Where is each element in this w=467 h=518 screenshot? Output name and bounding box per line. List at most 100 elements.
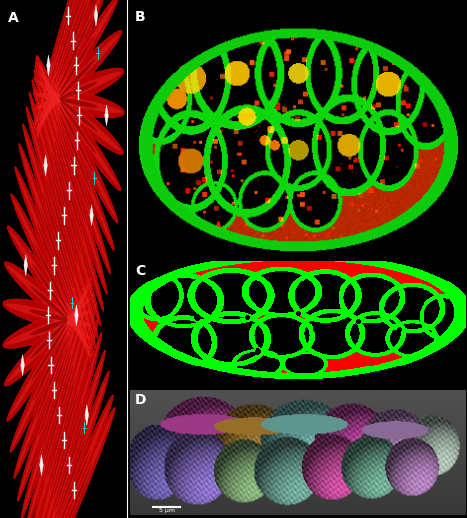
Ellipse shape <box>36 57 118 223</box>
Ellipse shape <box>29 92 98 339</box>
Ellipse shape <box>35 357 104 518</box>
Text: B: B <box>135 10 146 24</box>
Ellipse shape <box>57 130 86 226</box>
Ellipse shape <box>36 0 116 131</box>
Ellipse shape <box>7 226 93 355</box>
Polygon shape <box>47 55 50 76</box>
Ellipse shape <box>59 36 94 95</box>
Ellipse shape <box>34 371 109 518</box>
Ellipse shape <box>7 298 91 383</box>
Ellipse shape <box>38 63 116 218</box>
Ellipse shape <box>54 140 84 241</box>
Ellipse shape <box>42 354 71 452</box>
Ellipse shape <box>11 194 92 362</box>
Ellipse shape <box>54 417 85 513</box>
Ellipse shape <box>22 124 94 357</box>
Ellipse shape <box>31 99 96 332</box>
Ellipse shape <box>36 55 114 251</box>
Ellipse shape <box>34 0 107 140</box>
Ellipse shape <box>50 164 78 267</box>
Ellipse shape <box>16 282 88 473</box>
Ellipse shape <box>35 93 122 113</box>
Ellipse shape <box>46 177 76 278</box>
Polygon shape <box>85 405 89 425</box>
Ellipse shape <box>28 113 94 342</box>
Polygon shape <box>90 205 93 226</box>
Ellipse shape <box>44 364 73 466</box>
Ellipse shape <box>37 0 113 136</box>
Ellipse shape <box>29 310 67 321</box>
Text: C: C <box>135 264 145 278</box>
Ellipse shape <box>34 87 99 319</box>
Ellipse shape <box>34 339 100 518</box>
Ellipse shape <box>58 17 92 90</box>
Ellipse shape <box>52 402 81 502</box>
Ellipse shape <box>36 0 109 136</box>
Text: D: D <box>135 393 146 407</box>
Ellipse shape <box>29 320 67 335</box>
Ellipse shape <box>33 68 124 113</box>
Ellipse shape <box>19 285 89 495</box>
Ellipse shape <box>35 395 113 518</box>
Ellipse shape <box>23 292 90 514</box>
Ellipse shape <box>34 76 123 154</box>
Ellipse shape <box>34 69 104 311</box>
Ellipse shape <box>4 294 93 386</box>
Ellipse shape <box>12 283 89 447</box>
Ellipse shape <box>33 0 104 134</box>
Ellipse shape <box>34 0 119 136</box>
Ellipse shape <box>33 350 106 518</box>
Ellipse shape <box>36 407 115 518</box>
Ellipse shape <box>35 62 107 294</box>
Ellipse shape <box>36 0 105 133</box>
Ellipse shape <box>3 307 94 349</box>
Ellipse shape <box>36 377 107 518</box>
Ellipse shape <box>53 0 83 65</box>
Ellipse shape <box>58 120 89 210</box>
Polygon shape <box>40 455 43 476</box>
Ellipse shape <box>32 264 68 317</box>
Text: A: A <box>7 11 18 25</box>
Ellipse shape <box>30 286 68 319</box>
Polygon shape <box>94 5 98 26</box>
Ellipse shape <box>35 0 101 127</box>
Ellipse shape <box>21 150 91 356</box>
Ellipse shape <box>33 30 122 126</box>
Ellipse shape <box>59 59 96 97</box>
Ellipse shape <box>7 284 92 422</box>
Ellipse shape <box>36 76 102 305</box>
Ellipse shape <box>9 288 90 417</box>
Ellipse shape <box>5 311 91 345</box>
Ellipse shape <box>36 56 111 274</box>
Ellipse shape <box>35 243 69 312</box>
Ellipse shape <box>59 463 92 518</box>
Ellipse shape <box>26 300 92 518</box>
Polygon shape <box>24 255 28 276</box>
Ellipse shape <box>36 34 120 122</box>
Ellipse shape <box>3 299 94 332</box>
Ellipse shape <box>10 278 91 452</box>
Ellipse shape <box>41 207 71 298</box>
Ellipse shape <box>4 262 94 343</box>
Ellipse shape <box>7 265 92 340</box>
Ellipse shape <box>24 293 93 518</box>
Ellipse shape <box>5 304 92 327</box>
Ellipse shape <box>39 61 112 245</box>
Ellipse shape <box>38 63 109 268</box>
Polygon shape <box>44 155 47 176</box>
Ellipse shape <box>60 106 94 175</box>
Ellipse shape <box>39 344 70 436</box>
Ellipse shape <box>32 324 97 518</box>
Ellipse shape <box>59 82 98 99</box>
Ellipse shape <box>60 102 96 154</box>
Ellipse shape <box>60 98 98 108</box>
Ellipse shape <box>35 0 115 141</box>
Polygon shape <box>21 355 24 376</box>
Ellipse shape <box>36 336 68 420</box>
Ellipse shape <box>17 172 91 358</box>
Ellipse shape <box>32 324 67 381</box>
Ellipse shape <box>52 152 81 254</box>
Ellipse shape <box>17 279 91 501</box>
Ellipse shape <box>34 329 67 401</box>
Ellipse shape <box>15 167 92 364</box>
